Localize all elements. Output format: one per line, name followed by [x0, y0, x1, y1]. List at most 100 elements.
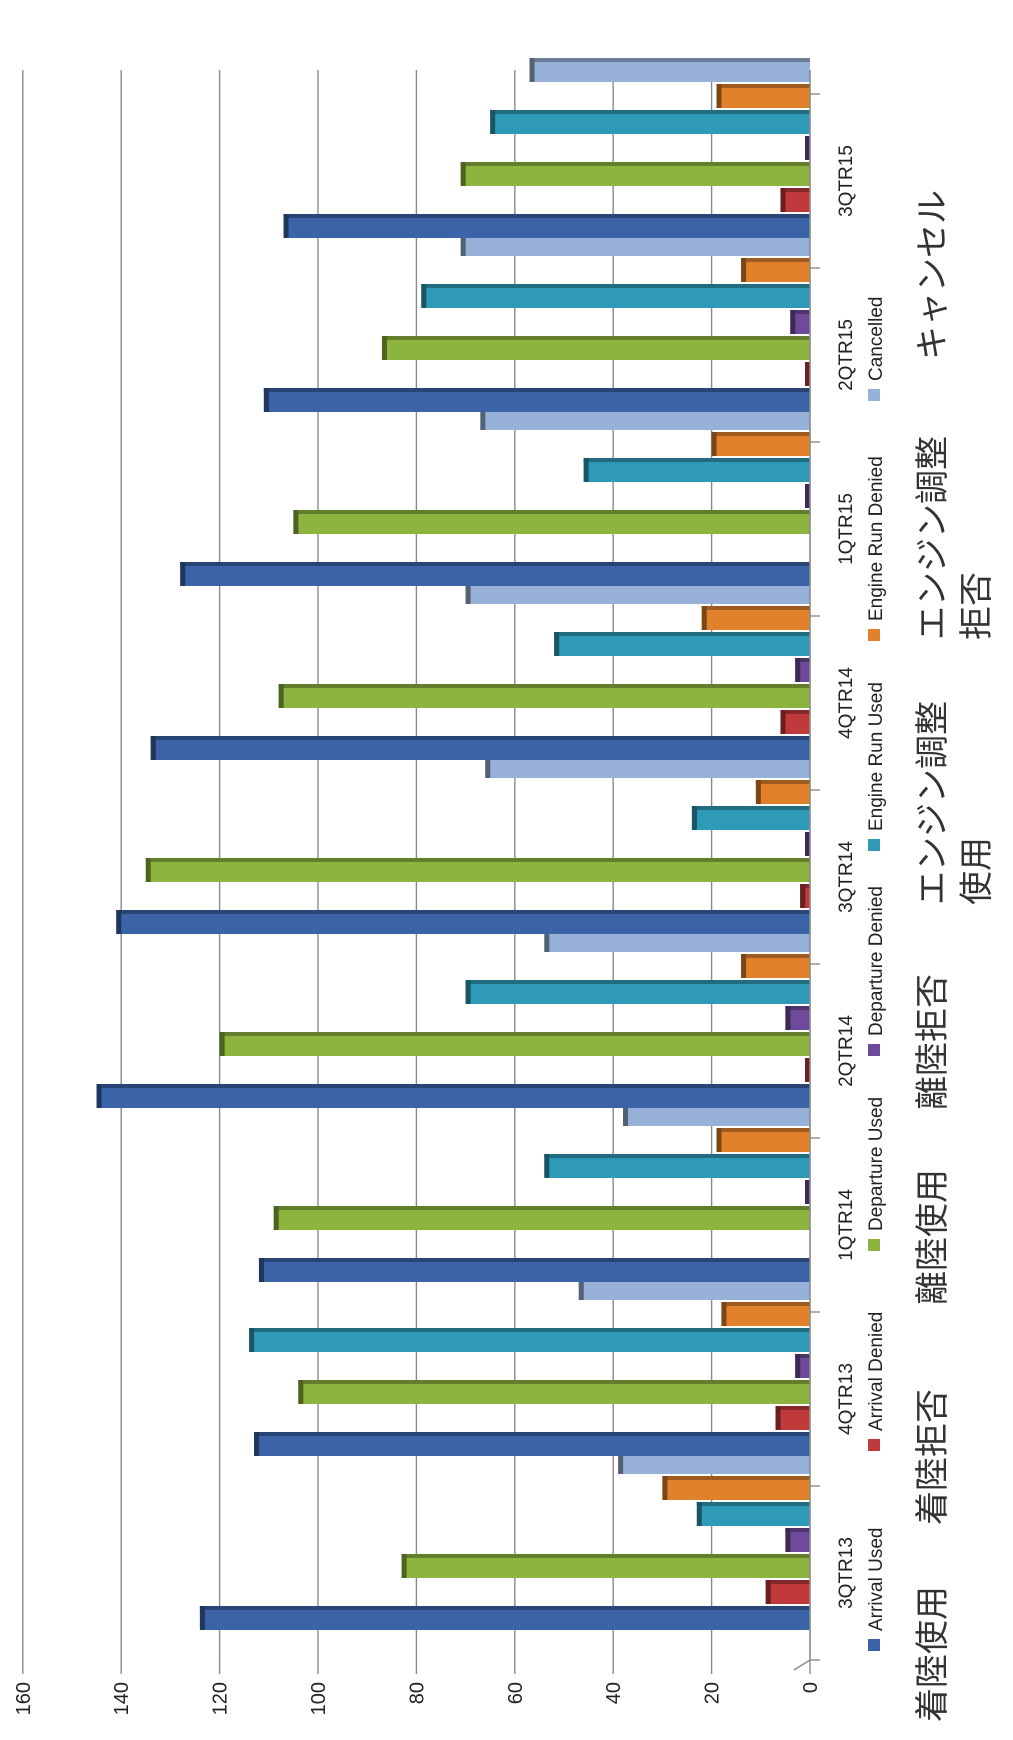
bar-engine-run-used-1qtr15 [583, 458, 810, 482]
bar-cap [795, 1354, 801, 1378]
bar-cap [485, 754, 491, 778]
bar-edge [795, 1354, 810, 1358]
bar-cap [765, 1580, 771, 1604]
bar-cap [785, 1006, 791, 1030]
bar-edge [701, 606, 810, 610]
bar-cap [180, 562, 186, 586]
bar-arrival-denied-3qtr15 [780, 188, 810, 212]
bar-arrival-denied-2qtr15 [805, 362, 811, 386]
bar-cap [618, 1450, 624, 1474]
bar-cap [421, 284, 427, 308]
bar-cap [273, 1206, 279, 1230]
axis-floor [793, 1659, 811, 1671]
bar-arrival-denied-4qtr14 [780, 710, 810, 734]
bar-cap [716, 84, 722, 108]
bar-cap [480, 406, 486, 430]
bar-edge [96, 1084, 811, 1088]
category-label: 3QTR14 [836, 841, 857, 913]
bar-arrival-used-3qtr13 [199, 1606, 811, 1630]
legend-label: Departure Denied [866, 886, 887, 1036]
bar-cap [790, 310, 796, 334]
bar-departure-denied-4qtr13 [795, 1354, 810, 1378]
bar-edge [765, 1580, 810, 1584]
legend-swatch [868, 1639, 880, 1651]
category-label: 4QTR13 [836, 1363, 857, 1435]
annotation-label: エンジン調整 [913, 436, 953, 640]
bar-edge [795, 658, 810, 662]
bar-edge [258, 1258, 811, 1262]
bar-arrival-used-3qtr14 [116, 910, 810, 934]
bar-edge [696, 1502, 810, 1506]
bar-departure-used-1qtr14 [273, 1206, 811, 1230]
value-tick-label: 60 [505, 1682, 527, 1704]
bar-cap [293, 510, 299, 534]
bar-arrival-used-2qtr14 [96, 1084, 811, 1108]
bar-departure-denied-1qtr14 [805, 1180, 811, 1204]
category-label: 2QTR14 [836, 1015, 857, 1087]
bar-edge [460, 162, 810, 166]
bar-departure-used-3qtr13 [401, 1554, 810, 1578]
annotation-label: 着陸拒否 [913, 1389, 953, 1525]
bar-engine-run-used-3qtr13 [696, 1502, 810, 1526]
bar-cap [805, 832, 811, 856]
bar-cap [805, 136, 811, 160]
bar-cap [780, 188, 786, 212]
value-tick-label: 0 [800, 1682, 822, 1693]
bar-cap [199, 1606, 205, 1630]
bar-edge [544, 1154, 810, 1158]
category-label: 1QTR15 [836, 493, 857, 565]
bar-cap [775, 1406, 781, 1430]
bar-arrival-denied-3qtr14 [800, 884, 810, 908]
bar-departure-denied-3qtr15 [805, 136, 811, 160]
bar-arrival-used-3qtr15 [283, 214, 810, 238]
legend-label: Departure Used [866, 1097, 887, 1231]
value-tick-label: 100 [308, 1682, 330, 1715]
legend-label: Cancelled [866, 297, 887, 382]
legend-swatch [868, 1239, 880, 1251]
value-tick-label: 40 [603, 1682, 625, 1704]
bar-cap [401, 1554, 407, 1578]
bar-cap [662, 1476, 668, 1500]
bar-cap [711, 432, 717, 456]
bar-edge [278, 684, 810, 688]
bar-cap [249, 1328, 255, 1352]
bar-cap [529, 58, 535, 82]
value-tick-label: 160 [13, 1682, 35, 1715]
bar-departure-used-3qtr14 [145, 858, 811, 882]
bar-engine-run-used-4qtr13 [249, 1328, 810, 1352]
bar-arrival-used-4qtr13 [254, 1432, 811, 1456]
bar-cap [701, 606, 707, 630]
bar-departure-used-1qtr15 [293, 510, 810, 534]
bar-edge [249, 1328, 810, 1332]
bar-cap [785, 1528, 791, 1552]
bar-edge [180, 562, 811, 566]
bar-departure-used-2qtr15 [381, 336, 810, 360]
bar-engine-run-denied-2qtr14 [741, 954, 810, 978]
bar-departure-used-4qtr13 [298, 1380, 810, 1404]
annotation-label: キャンセル [913, 190, 953, 360]
bar-edge [711, 432, 810, 436]
bar-edge [421, 284, 810, 288]
bar-edge [401, 1554, 810, 1558]
bar-edge [785, 1528, 810, 1532]
annotation-label: 離陸使用 [913, 1169, 953, 1305]
bar-edge [254, 1432, 811, 1436]
bar-cap [583, 458, 589, 482]
bar-edge [150, 736, 811, 740]
bar-departure-denied-4qtr14 [795, 658, 810, 682]
bar-engine-run-used-2qtr15 [421, 284, 810, 308]
bar-cap [116, 910, 122, 934]
bar-arrival-used-1qtr14 [258, 1258, 811, 1282]
bar-cap [805, 484, 811, 508]
bars [96, 58, 811, 1630]
bar-edge [785, 1006, 810, 1010]
category-label: 3QTR15 [836, 145, 857, 217]
bar-cap [298, 1380, 304, 1404]
bar-cap [554, 632, 560, 656]
bar-engine-run-denied-2qtr15 [741, 258, 810, 282]
bar-departure-denied-2qtr14 [785, 1006, 810, 1030]
category-label: 3QTR13 [836, 1537, 857, 1609]
category-label: 1QTR14 [836, 1189, 857, 1261]
bar-edge [490, 110, 810, 114]
